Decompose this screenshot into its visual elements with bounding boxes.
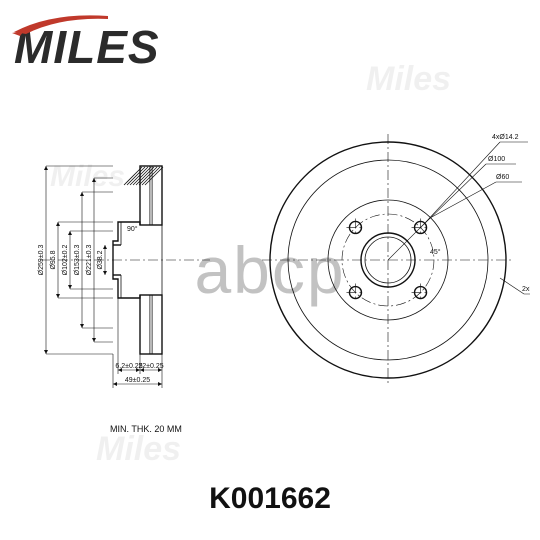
svg-text:Ø153±0.3: Ø153±0.3 bbox=[74, 245, 81, 276]
svg-text:22±0.25: 22±0.25 bbox=[138, 363, 163, 370]
svg-text:Ø100: Ø100 bbox=[488, 156, 505, 163]
svg-text:Ø38.2: Ø38.2 bbox=[97, 250, 104, 269]
logo-swoosh-icon bbox=[12, 8, 112, 38]
svg-text:Ø221±0.3: Ø221±0.3 bbox=[86, 245, 93, 276]
svg-text:Ø259±0.3: Ø259±0.3 bbox=[38, 245, 45, 276]
svg-text:49±0.25: 49±0.25 bbox=[125, 377, 150, 384]
svg-text:Ø60: Ø60 bbox=[496, 174, 509, 181]
min-thickness-note: MIN. THK. 20 MM bbox=[110, 424, 182, 434]
svg-text:45°: 45° bbox=[430, 248, 441, 256]
part-number: K001662 bbox=[0, 482, 540, 516]
svg-text:90°: 90° bbox=[127, 225, 138, 233]
page: { "logo": {"text":"MILES","color":"#2b2b… bbox=[0, 0, 540, 540]
svg-text:Ø95.8: Ø95.8 bbox=[50, 250, 57, 269]
brand-logo: MILES bbox=[14, 20, 160, 74]
front-view-drawing: 45° Ø100 Ø60 4xØ14.2 2xR6 bbox=[250, 110, 530, 410]
svg-text:4xØ14.2: 4xØ14.2 bbox=[492, 134, 519, 141]
svg-text:2xR6: 2xR6 bbox=[522, 286, 530, 293]
svg-text:Ø102±0.2: Ø102±0.2 bbox=[62, 245, 69, 276]
side-section-drawing: Ø259±0.3 Ø95.8 Ø102±0.2 Ø153±0.3 Ø221±0.3 Ø38… bbox=[0, 110, 260, 440]
